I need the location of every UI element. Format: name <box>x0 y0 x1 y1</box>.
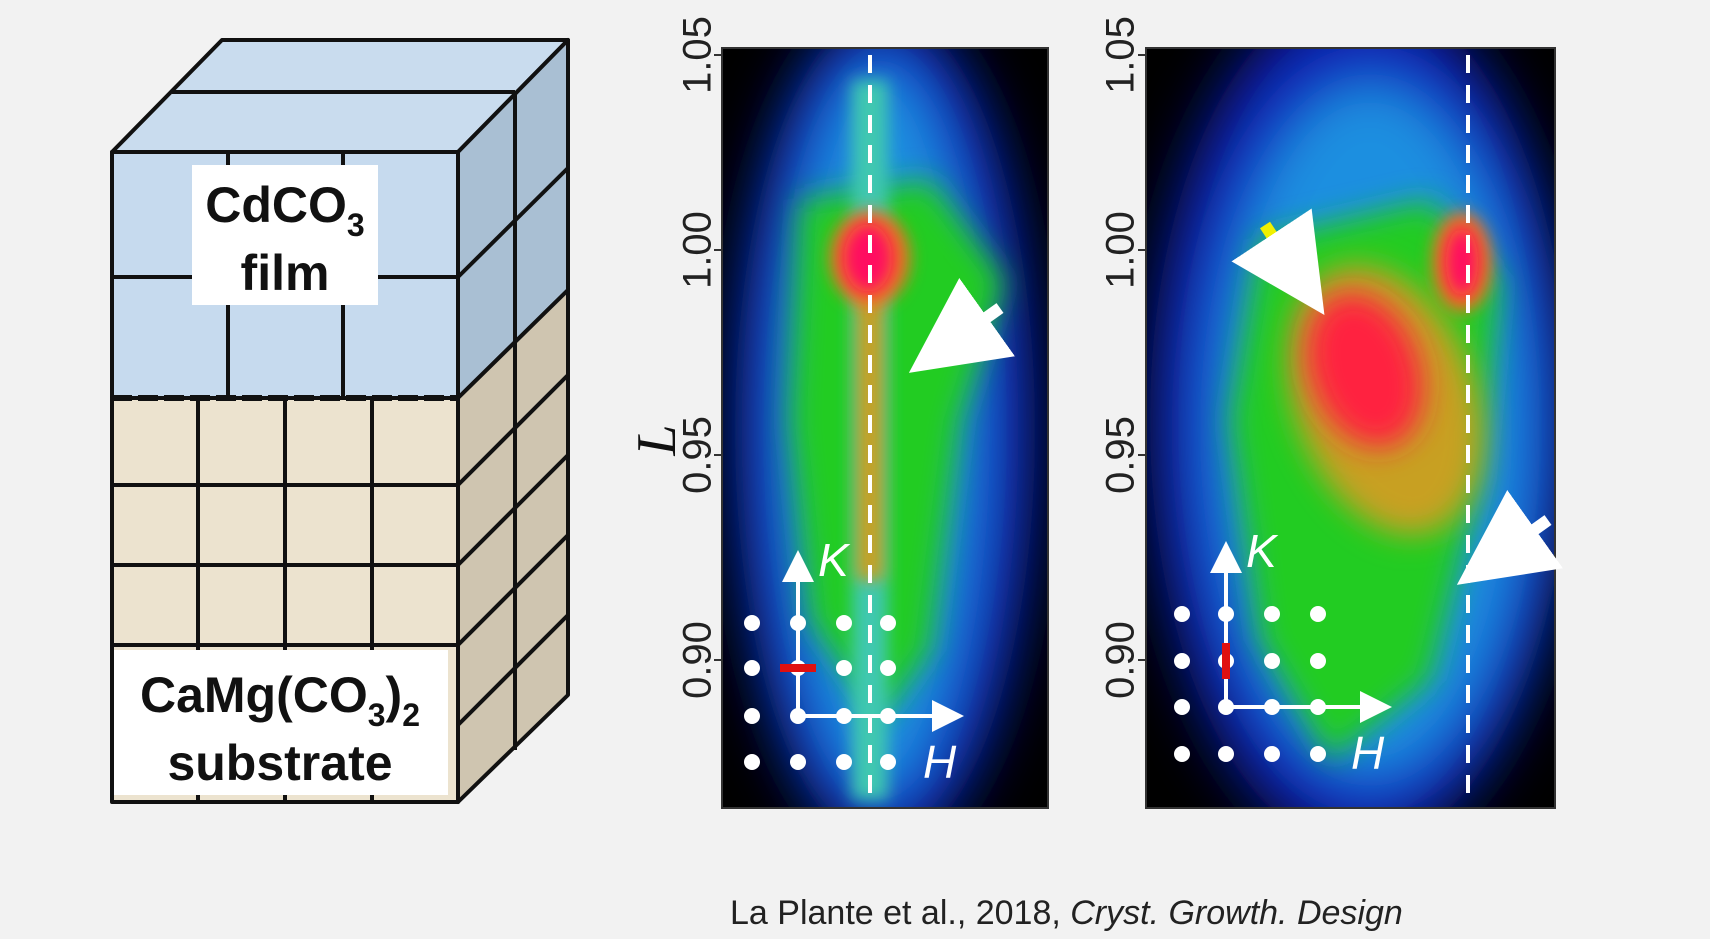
film-formula: CdCO <box>205 177 347 233</box>
y-tick-label: 0.90 <box>676 621 720 699</box>
lattice-dot <box>1218 746 1234 762</box>
y-tick-label: 0.95 <box>1099 416 1143 494</box>
lattice-dot <box>1174 746 1190 762</box>
heatmap-2 <box>1146 0 1570 850</box>
figure: CdCO3 film CaMg(CO3)2 substrate L La Pla… <box>0 0 1710 939</box>
lattice-dot <box>1174 606 1190 622</box>
lattice-dot <box>836 754 852 770</box>
lattice-dot <box>880 615 896 631</box>
lattice-dot <box>1264 606 1280 622</box>
substrate-label-line2: substrate <box>167 735 392 791</box>
red-bar <box>1222 643 1230 679</box>
lattice-dot <box>836 660 852 676</box>
lattice-dot <box>1264 653 1280 669</box>
lattice-dot <box>1310 653 1326 669</box>
substrate-subscript: 3 <box>368 697 386 733</box>
lattice-dot <box>744 708 760 724</box>
substrate-paren: ) <box>386 667 403 723</box>
y-tick-label: 0.90 <box>1099 621 1143 699</box>
lattice-dot <box>1310 606 1326 622</box>
lattice-dot <box>880 754 896 770</box>
h-label: H <box>1351 727 1385 779</box>
film-label-line2: film <box>241 245 330 301</box>
lattice-dot <box>744 754 760 770</box>
y-tick-label: 1.00 <box>676 211 720 289</box>
y-tick-label: 0.95 <box>676 416 720 494</box>
lattice-dot <box>790 754 806 770</box>
k-label: K <box>818 534 851 586</box>
lattice-dot <box>1264 746 1280 762</box>
heatmap-1 <box>722 10 1048 850</box>
k-label: K <box>1246 525 1279 577</box>
lattice-dot <box>1174 699 1190 715</box>
lattice-dot <box>1174 653 1190 669</box>
film-subscript: 3 <box>347 207 365 243</box>
y-tick-label: 1.05 <box>1099 16 1143 94</box>
lattice-dot <box>744 660 760 676</box>
red-bar <box>780 664 816 672</box>
h-label: H <box>923 736 957 788</box>
y-tick-label: 1.00 <box>1099 211 1143 289</box>
lattice-dot <box>1310 746 1326 762</box>
substrate-formula: CaMg(CO <box>140 667 368 723</box>
lattice-dot <box>880 660 896 676</box>
citation: La Plante et al., 2018, Cryst. Growth. D… <box>730 894 1403 932</box>
y-tick-label: 1.05 <box>676 16 720 94</box>
citation-journal: Cryst. Growth. Design <box>1070 894 1403 932</box>
lattice-dot <box>836 615 852 631</box>
citation-authors: La Plante et al., 2018, <box>730 894 1070 932</box>
lattice-dot <box>744 615 760 631</box>
substrate-subscript: 2 <box>402 697 420 733</box>
